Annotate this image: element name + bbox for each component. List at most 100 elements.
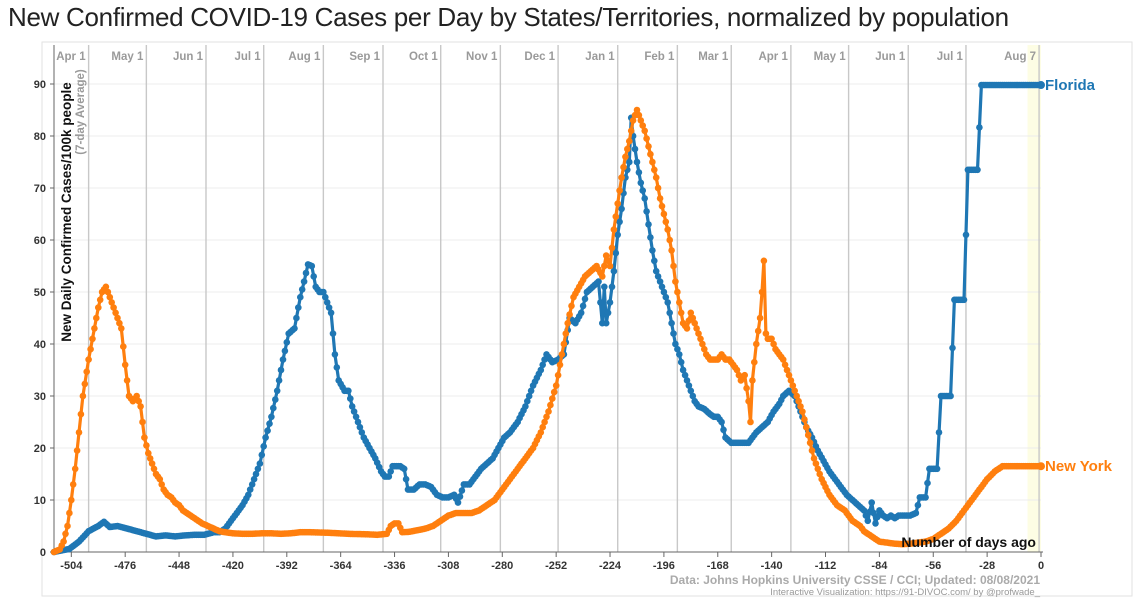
new-york-point	[71, 465, 79, 473]
month-label: Aug 7	[1004, 51, 1036, 63]
month-label: Sep 1	[349, 51, 380, 63]
florida-point	[350, 408, 358, 415]
new-york-point	[635, 111, 643, 119]
x-tick-label: -308	[437, 560, 459, 572]
new-york-point	[652, 174, 660, 181]
florida-point	[537, 366, 545, 374]
florida-point	[283, 339, 291, 346]
source-note: Data: Johns Hopkins University CSSE / CC…	[670, 573, 1040, 587]
florida-point	[245, 491, 252, 499]
new-york-point	[137, 403, 144, 410]
new-york-point	[745, 397, 752, 405]
x-axis-ticks: -504 -476 -448 -420 -392 -364 -336 -308 -280 -252…	[60, 552, 1044, 572]
florida-point	[633, 158, 641, 166]
month-label: Oct 1	[409, 51, 438, 63]
new-york-point	[804, 431, 812, 439]
florida-point	[581, 295, 589, 303]
new-york-point	[743, 384, 750, 392]
florida-point	[643, 208, 650, 215]
florida-point	[949, 344, 956, 352]
new-york-point	[112, 309, 119, 317]
florida-point	[652, 267, 660, 275]
latest-week-highlight	[1027, 45, 1041, 552]
florida-point	[676, 351, 683, 358]
new-york-point	[620, 163, 627, 171]
florida-point	[329, 330, 337, 337]
new-york-point	[810, 455, 818, 462]
florida-point	[914, 501, 922, 509]
florida-point	[597, 299, 604, 306]
new-york-point	[660, 210, 668, 218]
florida-point	[354, 418, 362, 426]
month-label: Jul 1	[234, 51, 261, 63]
new-york-point	[545, 408, 552, 415]
new-york-point	[606, 262, 614, 270]
new-york-point	[135, 397, 142, 405]
florida-point	[687, 387, 695, 395]
florida-point	[670, 330, 677, 337]
florida-point	[277, 366, 285, 374]
florida-point	[256, 460, 264, 467]
x-tick-label: -196	[653, 560, 675, 572]
new-york-series	[50, 106, 1045, 556]
florida-point	[260, 443, 268, 450]
new-york-point	[791, 387, 798, 395]
new-york-point	[610, 226, 618, 233]
florida-point	[933, 465, 941, 473]
florida-point	[912, 509, 920, 517]
new-york-point	[801, 416, 808, 423]
florida-point	[935, 429, 943, 436]
x-tick-label: -364	[330, 560, 353, 572]
florida-point	[668, 319, 675, 327]
florida-point	[662, 293, 670, 301]
new-york-point	[674, 288, 681, 296]
new-york-point	[87, 345, 94, 353]
florida-point	[291, 325, 298, 332]
x-tick-label: -84	[871, 560, 888, 572]
new-york-point	[666, 236, 673, 244]
new-york-point	[133, 392, 140, 400]
y-tick-label: 20	[34, 443, 46, 455]
new-york-point	[110, 304, 117, 311]
florida-point	[320, 288, 327, 296]
new-york-point	[96, 296, 104, 304]
florida-point	[610, 267, 618, 275]
new-york-point	[693, 325, 700, 332]
florida-point	[685, 382, 693, 389]
x-tick-label: -112	[815, 560, 836, 572]
florida-point	[348, 403, 356, 410]
florida-point	[577, 309, 585, 317]
month-label: Aug 1	[288, 51, 321, 63]
new-york-point	[143, 442, 150, 449]
new-york-point	[69, 481, 77, 488]
new-york-point	[66, 509, 73, 517]
new-york-point	[689, 314, 697, 322]
new-york-point	[83, 368, 90, 376]
florida-point	[525, 392, 533, 400]
florida-point	[672, 340, 679, 348]
florida-point	[352, 413, 360, 421]
florida-point	[1037, 81, 1045, 90]
florida-point	[612, 249, 620, 257]
new-york-point	[768, 335, 775, 343]
x-tick-label: -28	[979, 560, 995, 572]
new-york-point	[602, 252, 610, 259]
florida-point	[658, 283, 666, 291]
florida-label: Florida	[1045, 77, 1096, 94]
new-york-point	[77, 410, 85, 418]
florida-point	[718, 418, 725, 426]
florida-point	[297, 293, 304, 301]
florida-point	[264, 427, 271, 435]
new-york-point	[604, 257, 612, 265]
new-york-line	[52, 108, 1043, 554]
florida-point	[674, 345, 681, 353]
new-york-point	[618, 174, 625, 181]
florida-point	[595, 278, 602, 285]
florida-point	[522, 403, 529, 410]
new-york-point	[1037, 462, 1045, 471]
florida-point	[635, 169, 643, 176]
florida-point	[720, 426, 727, 434]
new-york-point	[687, 309, 695, 317]
new-york-point	[91, 325, 98, 332]
florida-point	[681, 371, 689, 379]
